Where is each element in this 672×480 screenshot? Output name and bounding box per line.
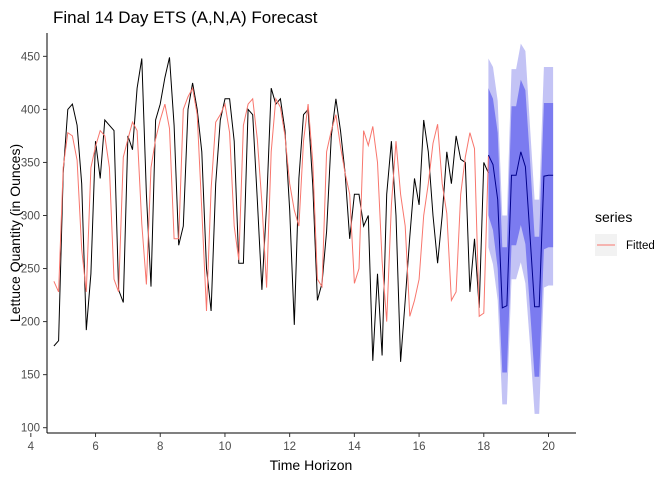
x-tick-label: 14 (348, 441, 361, 453)
forecast-series-line (487, 151, 554, 309)
legend: series Fitted (595, 209, 655, 256)
x-ticks: 4 6 8 10 12 14 16 18 20 (28, 433, 555, 453)
forecast-band-80 (488, 79, 554, 377)
y-ticks: 100 150 200 250 300 350 400 450 (21, 51, 47, 435)
legend-title: series (595, 209, 632, 225)
y-axis-title: Lettuce Quantity (in Ounces) (7, 144, 23, 322)
y-tick-label: 100 (21, 423, 40, 435)
x-tick-label: 12 (283, 441, 296, 453)
legend-label-fitted: Fitted (626, 240, 655, 252)
fitted-series-line (53, 86, 489, 322)
y-tick-label: 150 (21, 370, 40, 382)
x-tick-label: 20 (542, 441, 555, 453)
x-tick-label: 16 (413, 441, 426, 453)
forecast-bands (488, 43, 554, 414)
y-tick-label: 250 (21, 264, 40, 276)
y-tick-label: 350 (21, 157, 40, 169)
y-tick-label: 450 (21, 51, 40, 63)
x-tick-label: 8 (157, 441, 163, 453)
y-tick-label: 200 (21, 317, 40, 329)
x-tick-label: 10 (219, 441, 232, 453)
y-tick-label: 300 (21, 210, 40, 222)
chart-title: Final 14 Day ETS (A,N,A) Forecast (53, 8, 318, 27)
x-tick-label: 4 (28, 441, 35, 453)
actual-series-line (53, 57, 489, 362)
x-tick-label: 6 (92, 441, 98, 453)
x-tick-label: 18 (477, 441, 490, 453)
series-lines (53, 57, 554, 362)
y-tick-label: 400 (21, 104, 40, 116)
x-axis-title: Time Horizon (270, 457, 353, 473)
